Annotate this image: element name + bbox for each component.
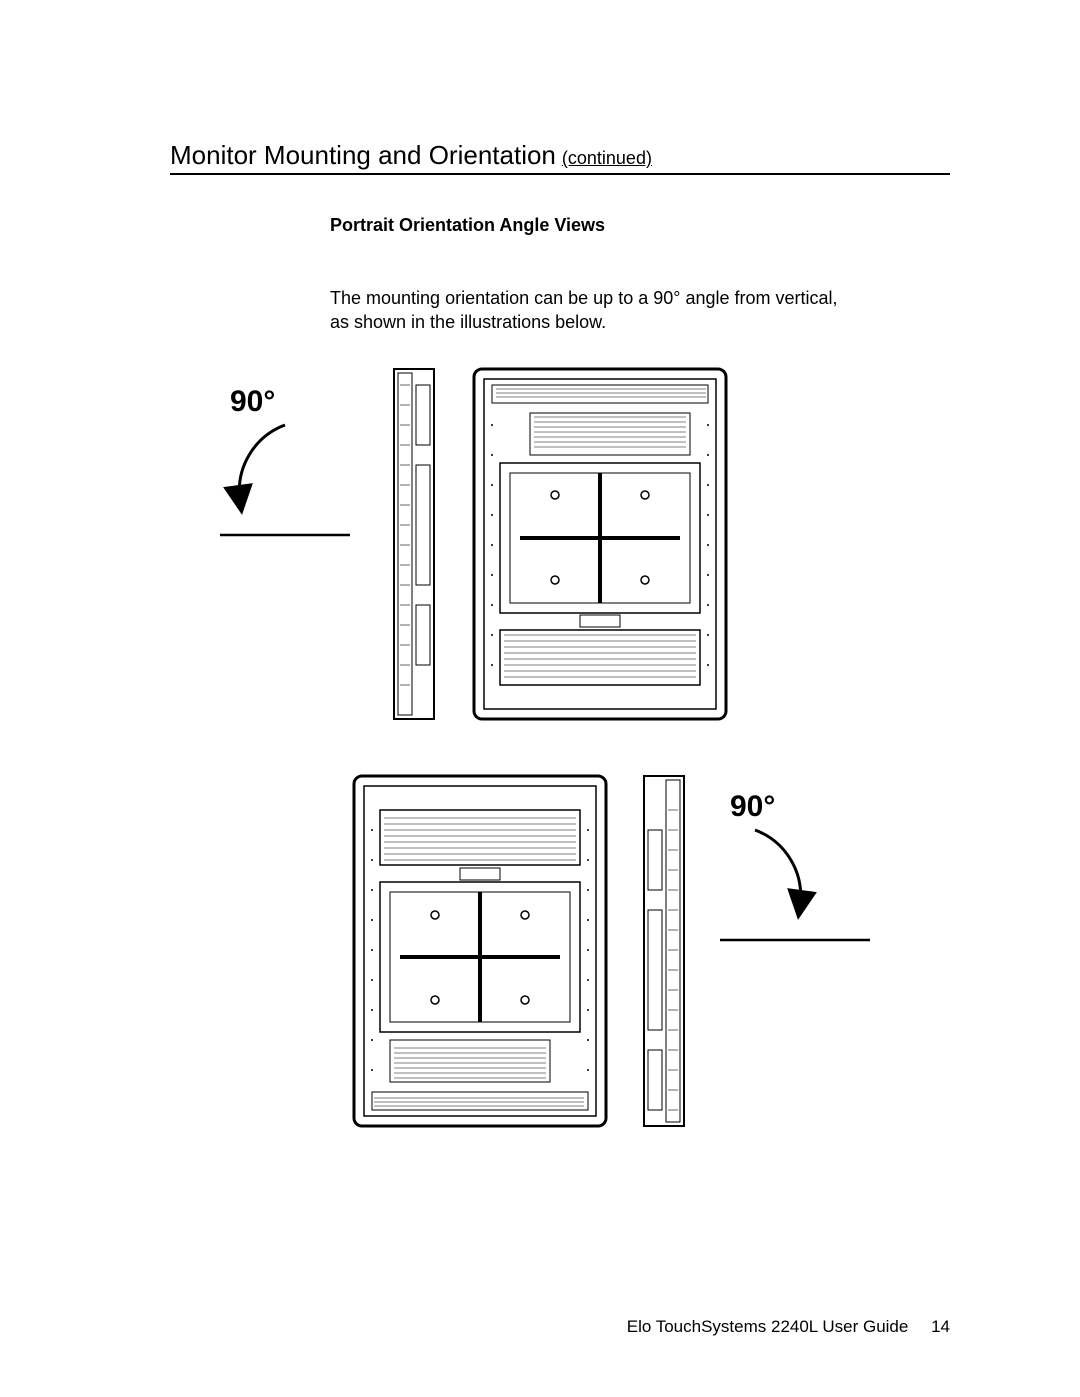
monitor-side-diagram-inverted	[640, 770, 688, 1130]
subheading: Portrait Orientation Angle Views	[330, 215, 850, 236]
monitor-rear-diagram-inverted	[350, 770, 610, 1130]
rear-panel-top	[470, 365, 730, 725]
section-header: Monitor Mounting and Orientation (contin…	[170, 140, 950, 175]
footer: Elo TouchSystems 2240L User Guide 14	[627, 1317, 950, 1337]
monitor-rear-diagram	[470, 365, 730, 725]
rotation-indicator-bottom: 90°	[720, 790, 880, 960]
page: Monitor Mounting and Orientation (contin…	[0, 0, 1080, 1397]
monitor-side-diagram	[390, 365, 438, 725]
side-profile-top	[390, 365, 438, 725]
footer-label: Elo TouchSystems 2240L User Guide	[627, 1317, 909, 1336]
page-number: 14	[931, 1317, 950, 1336]
body-text: The mounting orientation can be up to a …	[330, 286, 850, 335]
figure-area: 90°	[220, 365, 950, 1195]
section-title: Monitor Mounting and Orientation	[170, 140, 556, 171]
side-profile-bottom	[640, 770, 688, 1130]
content: Portrait Orientation Angle Views The mou…	[170, 215, 850, 335]
rear-panel-bottom	[350, 770, 610, 1130]
section-continued: (continued)	[562, 148, 652, 169]
angle-label-top: 90°	[230, 385, 275, 419]
rotation-indicator-top: 90°	[220, 385, 360, 555]
angle-label-bottom: 90°	[730, 790, 775, 824]
